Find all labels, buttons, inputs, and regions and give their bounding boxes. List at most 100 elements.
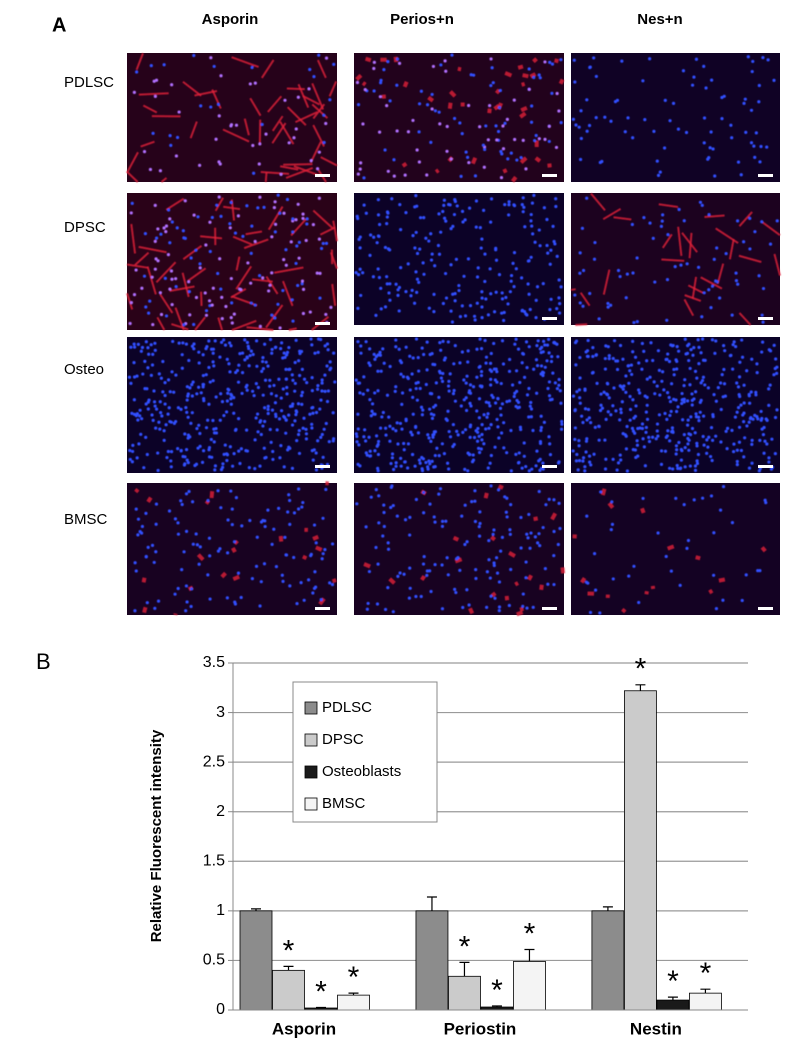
nucleus [205,373,208,376]
nucleus [296,284,299,287]
nucleus [185,600,188,603]
nucleus [376,602,379,605]
nucleus [209,105,212,108]
nucleus [464,314,467,317]
nucleus [663,412,666,415]
nucleus [142,466,145,469]
nucleus [332,352,335,355]
nucleus [147,407,150,410]
nucleus [560,423,563,426]
nucleus [595,353,598,356]
nucleus [263,562,266,565]
nucleus [501,291,504,294]
nucleus [480,246,483,249]
nucleus [385,104,388,107]
nucleus [378,130,381,133]
nucleus [396,575,399,578]
nucleus [497,436,500,439]
nucleus [263,447,266,450]
nucleus [735,381,738,384]
nucleus [391,452,394,455]
nucleus [232,412,235,415]
nucleus [453,292,456,295]
nucleus [260,370,263,373]
nucleus [411,396,414,399]
cell-stain [364,564,370,566]
nucleus [711,147,714,150]
nucleus [394,429,397,432]
nucleus [291,404,294,407]
nucleus [451,320,454,323]
nucleus [577,468,580,471]
nucleus [611,523,614,526]
nucleus [251,144,254,147]
nucleus [364,525,367,528]
nucleus [297,96,300,99]
nucleus [212,428,215,431]
nucleus [709,146,712,149]
nucleus [356,307,359,310]
nucleus [383,362,386,365]
nucleus [222,414,225,417]
nucleus [154,427,157,430]
nucleus [648,440,651,443]
nucleus [556,255,559,258]
nucleus [305,239,308,242]
nucleus [159,400,162,403]
cell-stain [136,489,138,492]
nucleus [508,399,511,402]
nucleus [629,408,632,411]
nucleus [250,252,253,255]
nucleus [254,240,257,243]
nucleus [665,319,668,322]
nucleus [584,450,587,453]
nucleus [464,504,467,507]
nucleus [684,446,687,449]
nucleus [740,449,743,452]
nucleus [480,316,483,319]
nucleus [680,392,683,395]
error-bar [427,897,437,911]
nucleus [677,208,680,211]
nucleus [411,453,414,456]
nucleus [366,602,369,605]
nucleus [442,302,445,305]
nucleus [523,376,526,379]
nucleus [446,462,449,465]
nucleus [630,363,633,366]
nucleus [268,284,271,287]
cell-stain [661,259,684,260]
x-tick-label: Asporin [272,1019,336,1038]
nucleus [585,98,588,101]
nucleus [419,387,422,390]
nucleus [703,116,706,119]
nucleus [219,419,222,422]
nucleus [180,568,183,571]
nucleus [165,456,168,459]
nucleus [439,487,442,490]
nucleus [128,449,131,452]
nucleus [738,375,741,378]
nucleus [758,439,761,442]
nucleus [231,523,234,526]
nucleus [573,59,576,62]
nucleus [465,540,468,543]
nucleus [324,488,327,491]
nucleus [364,88,367,91]
nucleus [332,63,335,66]
nucleus [685,131,688,134]
nucleus [300,505,303,508]
nucleus [206,419,209,422]
nucleus [589,611,592,614]
nucleus [279,173,282,176]
nucleus [368,347,371,350]
nucleus [674,265,677,268]
nucleus [620,60,623,63]
nucleus [320,389,323,392]
nucleus [417,431,420,434]
nucleus [585,581,588,584]
nucleus [627,382,630,385]
nucleus [425,368,428,371]
nucleus [417,369,420,372]
